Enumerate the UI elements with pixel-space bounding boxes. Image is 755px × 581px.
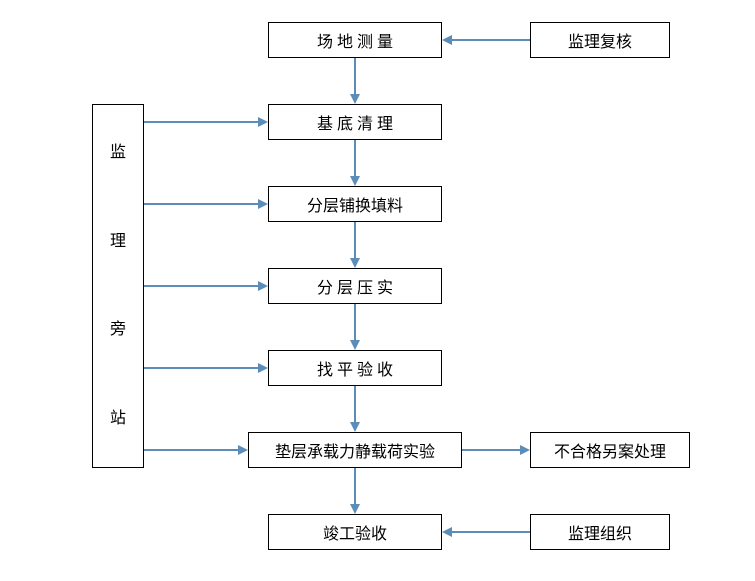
arrow-line: [462, 449, 520, 451]
arrow-line: [354, 386, 356, 422]
node-site-survey: 场 地 测 量: [268, 22, 442, 58]
node-layered-fill: 分层铺换填料: [268, 186, 442, 222]
arrow-head-icon: [350, 94, 360, 104]
node-label: 基 底 清 理: [317, 110, 393, 134]
arrow-head-icon: [350, 504, 360, 514]
arrow-head-icon: [350, 340, 360, 350]
arrow-head-icon: [258, 363, 268, 373]
node-label: 监理复核: [568, 28, 632, 52]
node-label: 找 平 验 收: [317, 356, 393, 380]
node-supervision-review: 监理复核: [530, 22, 670, 58]
arrow-line: [144, 449, 238, 451]
arrow-line: [354, 468, 356, 504]
arrow-line: [144, 203, 258, 205]
arrow-head-icon: [520, 445, 530, 455]
arrow-head-icon: [258, 199, 268, 209]
node-label: 垫层承载力静载荷实验: [275, 438, 435, 462]
arrow-line: [452, 39, 530, 41]
node-layered-compact: 分 层 压 实: [268, 268, 442, 304]
arrow-head-icon: [442, 527, 452, 537]
arrow-head-icon: [350, 422, 360, 432]
node-label: 分层铺换填料: [307, 192, 403, 216]
node-bearing-test: 垫层承载力静载荷实验: [248, 432, 462, 468]
arrow-head-icon: [350, 258, 360, 268]
node-unqualified: 不合格另案处理: [530, 432, 690, 468]
arrow-head-icon: [442, 35, 452, 45]
node-supervision-station: 监理旁站: [92, 104, 144, 468]
arrow-line: [144, 367, 258, 369]
arrow-head-icon: [258, 281, 268, 291]
arrow-line: [452, 531, 530, 533]
node-label: 分 层 压 实: [317, 274, 393, 298]
arrow-line: [354, 222, 356, 258]
arrow-line: [144, 285, 258, 287]
node-label: 监理组织: [568, 520, 632, 544]
arrow-head-icon: [238, 445, 248, 455]
node-base-cleaning: 基 底 清 理: [268, 104, 442, 140]
arrow-head-icon: [258, 117, 268, 127]
node-completion: 竣工验收: [268, 514, 442, 550]
node-label: 竣工验收: [323, 520, 387, 544]
arrow-line: [144, 121, 258, 123]
arrow-line: [354, 304, 356, 340]
arrow-line: [354, 58, 356, 94]
node-leveling-accept: 找 平 验 收: [268, 350, 442, 386]
arrow-head-icon: [350, 176, 360, 186]
node-supervision-org: 监理组织: [530, 514, 670, 550]
node-label: 不合格另案处理: [554, 438, 666, 462]
arrow-line: [354, 140, 356, 176]
vertical-label: 监理旁站: [101, 109, 135, 463]
node-label: 场 地 测 量: [317, 28, 393, 52]
